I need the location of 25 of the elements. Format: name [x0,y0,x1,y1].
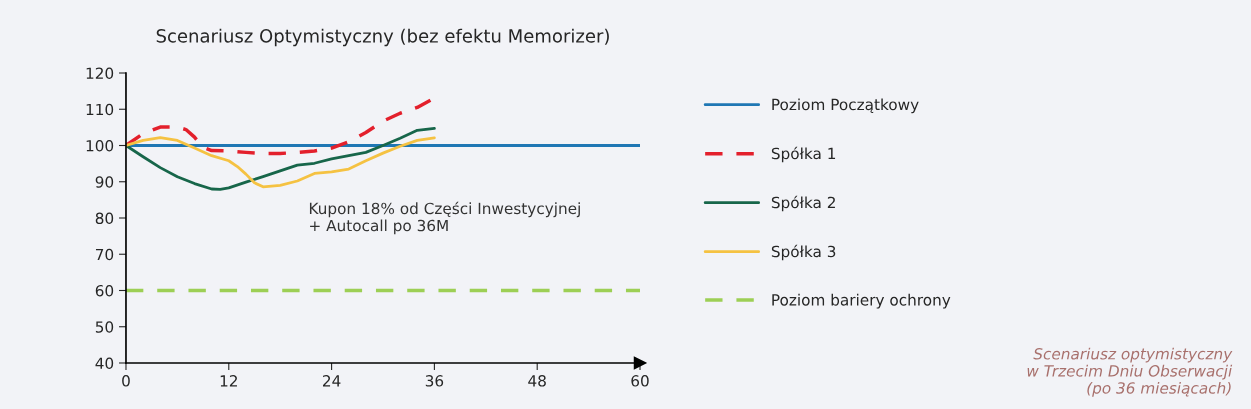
line-series [125,127,436,191]
legend-label: Spółka 3 [771,244,836,261]
y-tick-label: 70 [95,248,114,261]
text: Scenariusz optymistyczny w Trzecim Dniu Obserwacji (po 36 miesiącach) [1027,347,1233,397]
annotation: Kupon 18% od Części Inwestycyjnej + Autocall po 36M [309,201,580,235]
x-tick-label: 24 [322,375,341,387]
x-tick-label: 60 [631,375,649,387]
x-tick-label: 12 [220,375,237,387]
y-tick-label: 40 [95,357,114,370]
x-tick-label: 0 [122,375,130,387]
line-series [125,136,436,189]
legend-label: Poziom bariery ochrony [772,293,951,309]
y-tick-label: 110 [86,103,114,116]
legend-label: Poziom Początkowy [772,98,919,114]
legend-label: Spółka 1 [771,146,836,163]
x-tick-label: 48 [528,375,546,387]
chart-title: Scenariusz Optymistyczny (bez efektu Memorizer) [156,28,609,47]
y-tick-label: 80 [95,212,114,225]
y-tick-label: 90 [95,176,114,188]
y-tick-label: 100 [86,139,114,152]
y-tick-label: 120 [86,67,114,80]
y-tick-label: 60 [95,284,114,297]
legend-label: Spółka 2 [771,195,835,212]
y-tick-label: 50 [95,321,114,333]
x-tick-label: 36 [425,375,444,387]
